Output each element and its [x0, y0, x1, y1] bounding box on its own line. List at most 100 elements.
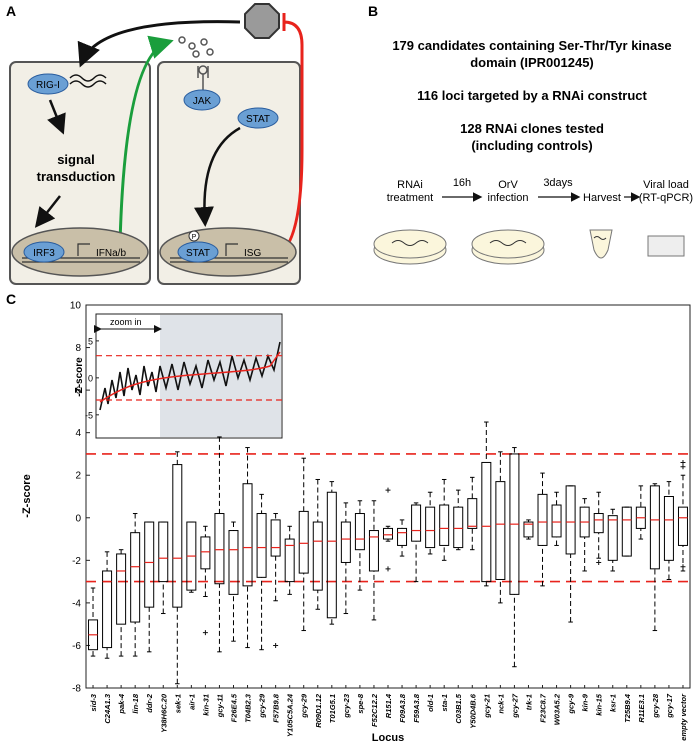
inset-y-tick-label: -5 [85, 410, 93, 420]
y-tick-label: 4 [75, 428, 81, 439]
box [214, 513, 225, 585]
box [144, 521, 155, 608]
x-tick-label: sid-3 [89, 693, 98, 711]
x-tick-label: air-1 [187, 694, 196, 710]
box [354, 513, 365, 551]
worms [391, 236, 607, 246]
text: (including controls) [471, 138, 592, 153]
box [495, 481, 506, 580]
step-label: (RT-qPCR) [639, 192, 693, 204]
box [383, 527, 393, 540]
outlier [273, 642, 279, 648]
inset-y-tick-label: 5 [88, 336, 93, 346]
box [116, 553, 127, 625]
zoom-label: zoom in [110, 317, 142, 327]
panel-label: B [368, 3, 378, 19]
y-tick-label: -4 [72, 598, 81, 609]
outlier [385, 487, 391, 493]
box [158, 521, 169, 583]
protein [177, 241, 219, 263]
box [621, 506, 632, 557]
box [368, 530, 379, 572]
x-tick-label: ddr-2 [145, 693, 154, 713]
box [340, 521, 351, 563]
y-tick-label: -6 [72, 641, 81, 652]
virus-icon [244, 3, 280, 39]
x-tick-label: sta-1 [440, 694, 449, 712]
box [102, 570, 113, 649]
x-tick-label: T01G5.1 [328, 694, 337, 723]
box [130, 532, 141, 623]
gene-label: IFNa/b [96, 248, 126, 259]
box [270, 519, 281, 557]
box [256, 513, 267, 578]
box [284, 538, 295, 583]
box [172, 464, 183, 608]
phospho [188, 230, 200, 242]
protein [23, 241, 65, 263]
x-tick-label: Y105C5A.24 [286, 693, 295, 737]
x-tick-label: trk-1 [524, 694, 533, 710]
box [425, 506, 436, 549]
box [200, 536, 211, 570]
box [453, 506, 464, 549]
x-tick-label: ksr-1 [609, 694, 618, 712]
box [551, 504, 562, 538]
box [439, 504, 450, 546]
x-tick-label: C03B1.5 [454, 693, 463, 723]
x-tick-label: R09D1.12 [314, 693, 323, 728]
box [677, 506, 688, 546]
arrow [118, 35, 174, 245]
box [467, 498, 478, 529]
y-tick-label: -2 [72, 556, 81, 567]
text: 179 candidates containing Ser-Thr/Tyr ki… [392, 38, 671, 53]
protein-label: STAT [186, 248, 210, 259]
box [326, 491, 337, 619]
x-tick-label: old-1 [426, 694, 435, 712]
protein-label: IRF3 [33, 248, 55, 259]
box [481, 461, 492, 583]
step-label: treatment [387, 192, 433, 204]
x-tick-label: F52C12.2 [370, 693, 379, 727]
box [663, 496, 674, 561]
x-tick-label: gcy-21 [482, 694, 491, 719]
x-tick-label: spe-8 [356, 693, 365, 713]
dishes [373, 229, 685, 265]
x-tick-label: gcy-9 [567, 693, 576, 714]
x-tick-label: sek-1 [173, 694, 182, 713]
outlier [385, 566, 391, 572]
inset-y-tick-label: 0 [88, 373, 93, 383]
x-tick-label: gcy-28 [651, 693, 660, 719]
gene-label: ISG [244, 248, 261, 259]
x-tick-label: R151.4 [384, 693, 393, 718]
label: transduction [37, 169, 116, 184]
box [523, 521, 534, 538]
phospho-label: P [192, 234, 197, 241]
box [312, 521, 323, 591]
protein-label: JAK [193, 96, 212, 107]
panel-label: A [6, 3, 16, 19]
arrow [47, 99, 66, 135]
x-tick-label: F59A3.8 [412, 693, 421, 723]
box [649, 485, 660, 570]
x-tick-label: gcy-27 [510, 693, 519, 719]
protein [27, 73, 69, 95]
outlier [596, 559, 602, 565]
x-tick-label: pak-4 [117, 693, 126, 714]
x-tick-label: W03A5.2 [553, 693, 562, 725]
y-tick-label: -8 [72, 684, 81, 695]
step-label: OrV [498, 179, 518, 191]
outlier [680, 564, 686, 570]
arrow [34, 195, 61, 228]
step-label: infection [488, 192, 529, 204]
x-tick-label: gcy-29 [258, 693, 267, 719]
box [593, 513, 604, 534]
box [242, 483, 253, 587]
box [565, 485, 576, 555]
box [397, 527, 408, 546]
label: signal [57, 152, 95, 167]
x-tick-label: T25B9.4 [623, 693, 632, 723]
inset: zoom in -Z-score -5 0 5 [74, 313, 283, 439]
arrow [193, 126, 241, 227]
x-tick-label: nck-1 [496, 694, 505, 714]
